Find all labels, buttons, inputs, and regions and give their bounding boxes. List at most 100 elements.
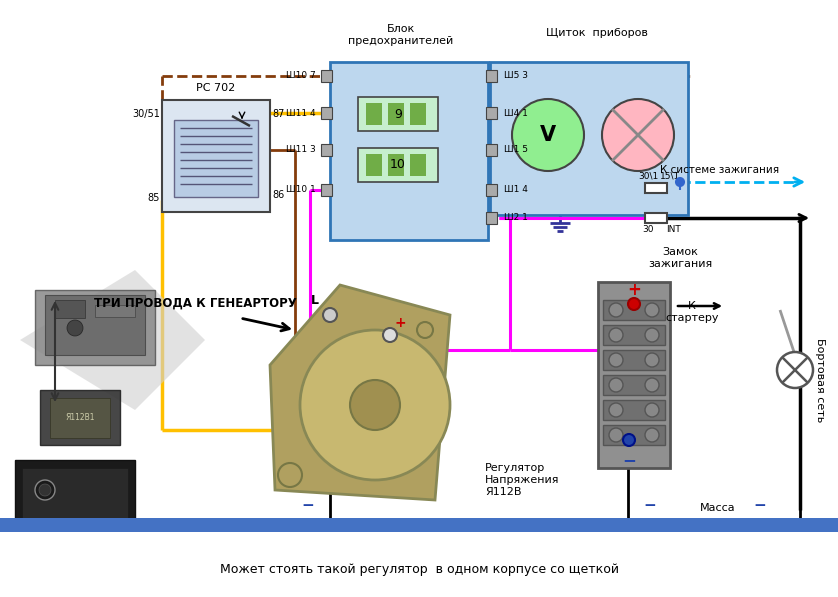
Bar (95, 305, 135, 317)
Text: ТРИ ПРОВОДА К ГЕНЕАРТОРУ: ТРИ ПРОВОДА К ГЕНЕАРТОРУ (94, 297, 297, 309)
Text: Бортовая сеть: Бортовая сеть (815, 338, 825, 422)
Bar (358, 148, 438, 182)
Text: Щиток  приборов: Щиток приборов (546, 28, 648, 38)
Bar (40, 390, 120, 445)
Text: V: V (540, 125, 556, 145)
Bar (22, 468, 128, 518)
Circle shape (645, 328, 659, 342)
Circle shape (609, 428, 623, 442)
Text: Ш10 7: Ш10 7 (287, 72, 316, 81)
Text: Ш5 3: Ш5 3 (504, 72, 528, 81)
Circle shape (676, 178, 684, 186)
Text: Ш11 3: Ш11 3 (287, 146, 316, 155)
Bar (366, 154, 382, 176)
Text: Ш2 1: Ш2 1 (504, 214, 528, 223)
Bar (603, 375, 665, 395)
Bar (645, 183, 667, 193)
Text: −: − (302, 497, 314, 512)
Circle shape (609, 403, 623, 417)
Circle shape (67, 320, 83, 336)
Circle shape (39, 484, 51, 496)
Bar (321, 184, 332, 196)
Circle shape (602, 99, 674, 171)
Text: Ш1 5: Ш1 5 (504, 146, 528, 155)
Bar (0, 518, 838, 532)
Bar (603, 425, 665, 445)
Text: 10: 10 (390, 158, 406, 171)
Polygon shape (270, 285, 450, 500)
Text: 86: 86 (272, 190, 284, 200)
Text: 30\1: 30\1 (638, 171, 658, 180)
Text: РС 702: РС 702 (196, 83, 235, 93)
Circle shape (645, 353, 659, 367)
Text: Ш11 4: Ш11 4 (287, 109, 316, 118)
Text: +: + (394, 316, 406, 330)
Bar (174, 120, 258, 197)
Bar (45, 295, 145, 355)
Bar (321, 144, 332, 156)
Circle shape (512, 99, 584, 171)
Polygon shape (20, 270, 205, 410)
Text: 30: 30 (642, 226, 654, 235)
Text: INT: INT (665, 226, 680, 235)
Text: К системе зажигания: К системе зажигания (660, 165, 779, 175)
Bar (486, 70, 497, 82)
Text: 9: 9 (394, 107, 402, 121)
Bar (486, 184, 497, 196)
Text: −: − (753, 497, 767, 512)
Circle shape (278, 463, 302, 487)
Circle shape (609, 303, 623, 317)
Circle shape (628, 298, 640, 310)
Bar (603, 400, 665, 420)
Bar (645, 213, 667, 223)
Circle shape (323, 308, 337, 322)
Bar (162, 100, 270, 212)
Circle shape (609, 328, 623, 342)
Bar (366, 103, 382, 125)
Circle shape (350, 380, 400, 430)
Text: Регулятор
Напряжения
Я112В: Регулятор Напряжения Я112В (485, 463, 560, 497)
Bar (388, 103, 404, 125)
Bar (410, 154, 426, 176)
Circle shape (645, 303, 659, 317)
Bar (321, 70, 332, 82)
Bar (35, 290, 155, 365)
Circle shape (777, 352, 813, 388)
Circle shape (35, 480, 55, 500)
Circle shape (609, 353, 623, 367)
Text: Блок
предохранителей: Блок предохранителей (349, 24, 453, 46)
Text: Может стоять такой регулятор  в одном корпусе со щеткой: Может стоять такой регулятор в одном кор… (220, 564, 618, 577)
Text: Масса: Масса (700, 503, 736, 513)
Bar (330, 62, 488, 240)
Text: Ш10 1: Ш10 1 (287, 186, 316, 195)
Text: 87: 87 (272, 109, 284, 119)
Bar (598, 282, 670, 468)
Text: Я112В1: Я112В1 (65, 414, 95, 423)
Text: Ш4 1: Ш4 1 (504, 109, 528, 118)
Bar (603, 350, 665, 370)
Circle shape (645, 378, 659, 392)
Circle shape (300, 330, 450, 480)
Bar (321, 107, 332, 119)
Circle shape (623, 434, 635, 446)
Circle shape (645, 428, 659, 442)
Text: 15\1: 15\1 (660, 171, 680, 180)
Bar (603, 325, 665, 345)
Bar (486, 107, 497, 119)
Text: +: + (627, 281, 641, 299)
Text: Ш1 4: Ш1 4 (504, 186, 528, 195)
Bar (55, 300, 85, 318)
Text: 85: 85 (147, 193, 160, 203)
Bar (603, 300, 665, 320)
Bar (486, 144, 497, 156)
Bar (50, 398, 110, 438)
Circle shape (383, 328, 397, 342)
Text: L: L (311, 294, 319, 306)
Text: Замок
зажигания: Замок зажигания (648, 247, 712, 269)
Circle shape (645, 403, 659, 417)
Bar (15, 460, 135, 525)
Circle shape (417, 322, 433, 338)
Bar (486, 212, 497, 224)
Text: −: − (644, 497, 656, 512)
Text: 30/51: 30/51 (132, 109, 160, 119)
